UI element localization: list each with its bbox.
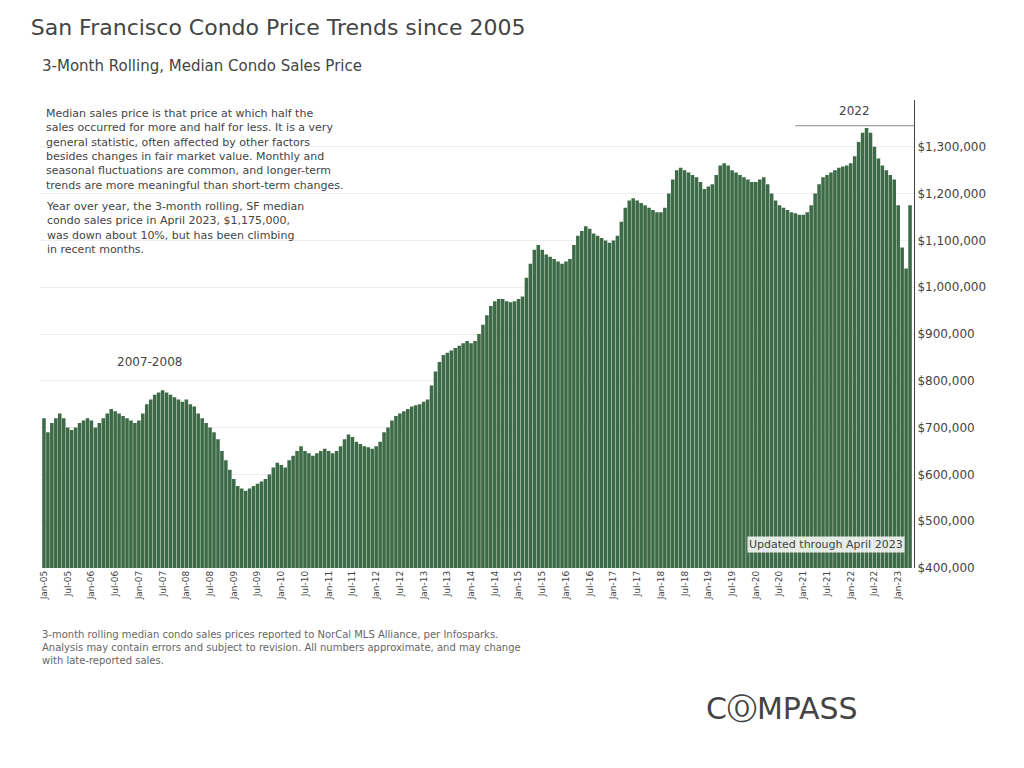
svg-text:Jan-07: Jan-07 [134,571,144,601]
svg-text:Jan-19: Jan-19 [703,571,713,601]
svg-text:3-Month Rolling, Median Condo: 3-Month Rolling, Median Condo Sales Pric… [42,57,362,75]
svg-text:Jan-11: Jan-11 [324,571,334,601]
svg-text:Jul-10: Jul-10 [300,571,310,598]
svg-text:Jul-08: Jul-08 [205,571,215,598]
svg-text:$1,300,000: $1,300,000 [917,140,986,154]
svg-text:San Francisco Condo Price Tren: San Francisco Condo Price Trends since 2… [31,15,526,40]
svg-text:Year over year, the 3-month ro: Year over year, the 3-month rolling, SF … [46,200,304,256]
svg-text:Jul-13: Jul-13 [442,571,452,598]
svg-text:$500,000: $500,000 [917,514,974,528]
svg-text:Jul-09: Jul-09 [252,571,262,598]
svg-text:2022: 2022 [839,104,870,118]
svg-text:Jul-12: Jul-12 [395,571,405,598]
svg-text:Jan-13: Jan-13 [419,571,429,601]
svg-text:Jul-22: Jul-22 [869,571,879,598]
svg-text:Jan-22: Jan-22 [846,571,856,601]
svg-text:Updated through April 2023: Updated through April 2023 [749,538,903,551]
svg-text:Jul-21: Jul-21 [822,571,832,598]
svg-text:CⓄMPASS: CⓄMPASS [706,691,858,726]
svg-text:Jan-12: Jan-12 [371,571,381,601]
svg-text:$800,000: $800,000 [917,374,974,388]
svg-text:Jan-15: Jan-15 [513,571,523,601]
svg-text:Jan-20: Jan-20 [751,571,761,601]
svg-text:Jul-20: Jul-20 [774,571,784,598]
svg-text:$1,100,000: $1,100,000 [917,234,986,248]
svg-text:Jan-16: Jan-16 [561,571,571,601]
svg-text:Jul-11: Jul-11 [347,571,357,598]
svg-text:Jul-07: Jul-07 [158,571,168,598]
svg-text:Jul-18: Jul-18 [680,571,690,598]
svg-text:Jul-16: Jul-16 [585,571,595,598]
svg-text:Jan-14: Jan-14 [466,571,476,601]
svg-text:Jan-10: Jan-10 [276,571,286,601]
svg-text:Jan-09: Jan-09 [229,571,239,601]
svg-text:Jan-18: Jan-18 [656,571,666,601]
svg-text:Jul-15: Jul-15 [537,571,547,598]
svg-text:Jul-14: Jul-14 [490,571,500,598]
svg-text:3-month rolling median condo s: 3-month rolling median condo sales price… [42,629,521,666]
svg-text:Jan-23: Jan-23 [893,571,903,601]
svg-text:Jul-06: Jul-06 [110,571,120,598]
svg-text:$900,000: $900,000 [917,327,974,341]
svg-text:Jan-06: Jan-06 [86,571,96,601]
svg-text:$600,000: $600,000 [917,468,974,482]
svg-text:Jan-08: Jan-08 [181,571,191,601]
svg-text:$400,000: $400,000 [917,561,974,575]
svg-text:Jan-05: Jan-05 [39,571,49,601]
svg-text:Median sales price is that pri: Median sales price is that price at whic… [46,107,343,192]
svg-text:$700,000: $700,000 [917,421,974,435]
svg-text:$1,200,000: $1,200,000 [917,187,986,201]
svg-text:2007-2008: 2007-2008 [117,355,182,369]
svg-text:Jan-21: Jan-21 [798,571,808,601]
svg-text:$1,000,000: $1,000,000 [917,280,986,294]
svg-text:Jul-17: Jul-17 [632,571,642,598]
svg-text:Jul-19: Jul-19 [727,571,737,598]
svg-text:Jul-05: Jul-05 [63,571,73,598]
svg-text:Jan-17: Jan-17 [608,571,618,601]
